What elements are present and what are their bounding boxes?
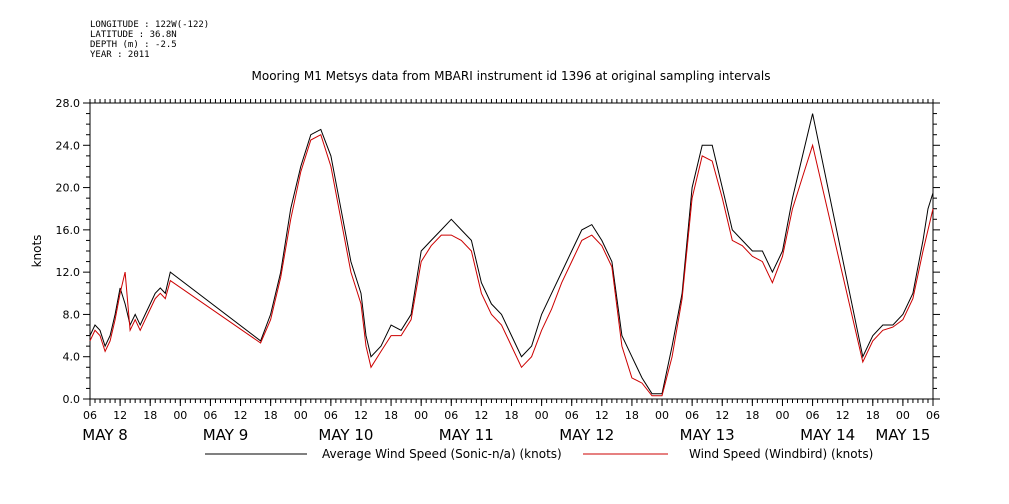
- y-tick-label: 8.0: [63, 308, 81, 321]
- x-tick-label: 18: [505, 409, 519, 422]
- y-tick-label: 16.0: [56, 224, 81, 237]
- x-tick-label: 06: [685, 409, 699, 422]
- longitude-label: LONGITUDE : 122W(-122): [90, 20, 210, 30]
- x-day-label: MAY 15: [875, 426, 930, 444]
- x-tick-label: 00: [173, 409, 187, 422]
- x-tick-label: 06: [444, 409, 458, 422]
- x-tick-label: 06: [565, 409, 579, 422]
- y-tick-label: 4.0: [63, 351, 81, 364]
- x-day-label: MAY 11: [439, 426, 494, 444]
- x-tick-label: 18: [745, 409, 759, 422]
- x-tick-label: 18: [384, 409, 398, 422]
- depth-label: DEPTH (m) : -2.5: [90, 40, 177, 50]
- x-tick-label: 06: [83, 409, 97, 422]
- x-day-label: MAY 8: [82, 426, 128, 444]
- x-tick-label: 06: [806, 409, 820, 422]
- x-day-label: MAY 12: [559, 426, 614, 444]
- y-tick-label: 0.0: [63, 393, 81, 406]
- x-tick-label: 18: [143, 409, 157, 422]
- plot-frame: [89, 102, 934, 400]
- x-tick-label: 12: [836, 409, 850, 422]
- x-tick-label: 12: [113, 409, 127, 422]
- x-day-label: MAY 13: [680, 426, 735, 444]
- y-tick-label: 12.0: [56, 266, 81, 279]
- year-label: YEAR : 2011: [90, 50, 150, 60]
- latitude-label: LATITUDE : 36.8N: [90, 30, 177, 40]
- metadata-block: LONGITUDE : 122W(-122) LATITUDE : 36.8N …: [90, 20, 209, 60]
- x-day-label: MAY 14: [800, 426, 855, 444]
- legend-label-2: Wind Speed (Windbird) (knots): [689, 447, 873, 461]
- x-tick-label: 00: [775, 409, 789, 422]
- x-tick-label: 00: [414, 409, 428, 422]
- x-day-label: MAY 9: [203, 426, 249, 444]
- y-tick-label: 24.0: [56, 139, 81, 152]
- x-tick-label: 06: [926, 409, 940, 422]
- x-tick-label: 00: [535, 409, 549, 422]
- x-tick-label: 12: [715, 409, 729, 422]
- legend-label-1: Average Wind Speed (Sonic-n/a) (knots): [322, 447, 562, 461]
- x-tick-label: 18: [625, 409, 639, 422]
- x-tick-label: 06: [324, 409, 338, 422]
- x-tick-label: 12: [354, 409, 368, 422]
- x-tick-label: 18: [866, 409, 880, 422]
- x-tick-label: 12: [474, 409, 488, 422]
- x-day-label: MAY 10: [318, 426, 373, 444]
- x-tick-label: 12: [234, 409, 248, 422]
- x-tick-label: 12: [595, 409, 609, 422]
- x-tick-label: 00: [896, 409, 910, 422]
- y-tick-label: 28.0: [56, 97, 81, 110]
- y-axis-label: knots: [30, 235, 44, 268]
- x-tick-label: 00: [294, 409, 308, 422]
- series-line-1: [89, 113, 934, 395]
- x-tick-label: 18: [264, 409, 278, 422]
- x-tick-label: 00: [655, 409, 669, 422]
- x-tick-label: 06: [203, 409, 217, 422]
- chart-title: Mooring M1 Metsys data from MBARI instru…: [252, 69, 771, 83]
- y-tick-label: 20.0: [56, 182, 81, 195]
- series-line-2: [89, 133, 934, 397]
